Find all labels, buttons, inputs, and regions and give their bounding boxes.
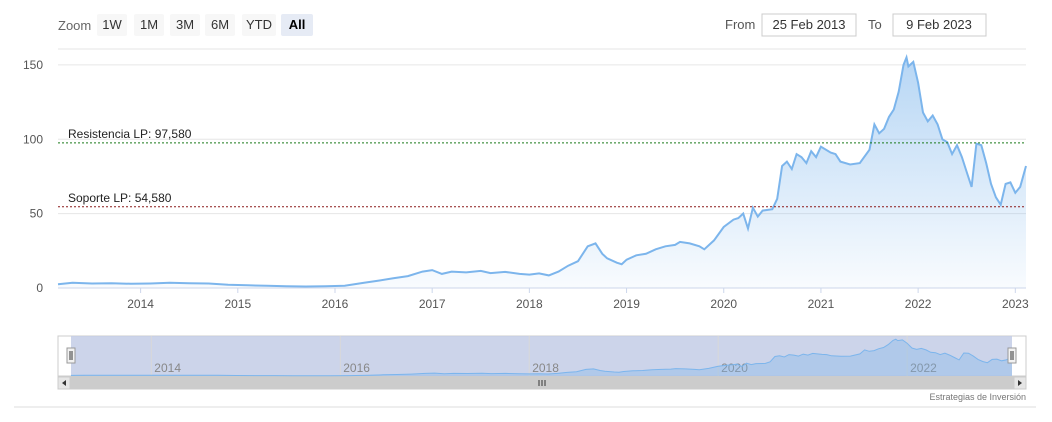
- navigator-series-line: [70, 338, 1013, 377]
- zoom-buttons: 1W 1M 3M 6M YTD All: [97, 14, 313, 36]
- x-tick-label: 2020: [710, 297, 737, 311]
- x-tick-label: 2018: [516, 297, 543, 311]
- y-tick-label: 150: [23, 58, 43, 72]
- x-tick-label: 2023: [1002, 297, 1029, 311]
- y-tick-label: 50: [30, 207, 44, 221]
- y-tick-label: 100: [23, 132, 43, 146]
- x-tick-label: 2016: [322, 297, 349, 311]
- to-date-input[interactable]: [892, 13, 987, 37]
- from-date-input[interactable]: [761, 13, 857, 37]
- navigator-tick-label: 2022: [910, 361, 937, 375]
- chevron-right-icon: [1018, 380, 1022, 386]
- zoom-button-label: YTD: [246, 17, 272, 32]
- x-tick-label: 2019: [613, 297, 640, 311]
- zoom-button-3m[interactable]: 3M: [170, 14, 200, 36]
- from-label: From: [725, 17, 755, 32]
- navigator-handle-left[interactable]: [66, 347, 76, 364]
- navigator-ticks: 2014 2016 2018 2020 2022: [150, 336, 937, 376]
- plot-lines: Resistencia LP: 97,580 Soporte LP: 54,580: [58, 127, 1026, 208]
- credits[interactable]: Estrategias de Inversión: [929, 392, 1026, 402]
- navigator-selected-range[interactable]: [71, 336, 1012, 376]
- y-axis: 0 50 100 150: [23, 58, 43, 295]
- navigator-tick-label: 2014: [154, 361, 181, 375]
- x-tick-label: 2014: [127, 297, 154, 311]
- zoom-label: Zoom: [58, 18, 91, 33]
- zoom-button-6m[interactable]: 6M: [205, 14, 235, 36]
- navigator-tick-label: 2020: [721, 361, 748, 375]
- x-tick-label: 2022: [905, 297, 932, 311]
- from-date-value: 25 Feb 2013: [772, 17, 845, 32]
- navigator[interactable]: 2014 2016 2018 2020 2022: [57, 335, 1027, 377]
- x-tick-label: 2017: [419, 297, 446, 311]
- to-label: To: [868, 17, 882, 32]
- navigator-tick-label: 2018: [532, 361, 559, 375]
- zoom-button-label: 1M: [140, 17, 158, 32]
- zoom-button-ytd[interactable]: YTD: [242, 14, 276, 36]
- scrollbar-grip-icon: [538, 380, 546, 386]
- zoom-button-1w[interactable]: 1W: [97, 14, 127, 36]
- navigator-tick-label: 2016: [343, 361, 370, 375]
- resistance-label: Resistencia LP: 97,580: [68, 127, 192, 141]
- series-area: [58, 57, 1026, 289]
- series-line: [57, 53, 1027, 288]
- y-tick-label: 0: [36, 281, 43, 295]
- zoom-button-label: All: [289, 17, 306, 32]
- zoom-button-label: 3M: [176, 17, 194, 32]
- navigator-handle-right[interactable]: [1007, 347, 1017, 364]
- zoom-button-label: 6M: [211, 17, 229, 32]
- zoom-button-all[interactable]: All: [281, 14, 313, 36]
- x-axis: 2014 2015 2016 2017 2018 2019 2020 2021 2022 2023: [127, 288, 1029, 311]
- support-label: Soporte LP: 54,580: [68, 191, 172, 205]
- zoom-button-label: 1W: [102, 17, 122, 32]
- navigator-series-area: [71, 339, 1012, 376]
- to-date-value: 9 Feb 2023: [906, 17, 972, 32]
- x-tick-label: 2015: [224, 297, 251, 311]
- scrollbar[interactable]: [57, 376, 1027, 390]
- x-tick-label: 2021: [808, 297, 835, 311]
- zoom-button-1m[interactable]: 1M: [134, 14, 164, 36]
- chevron-left-icon: [62, 380, 66, 386]
